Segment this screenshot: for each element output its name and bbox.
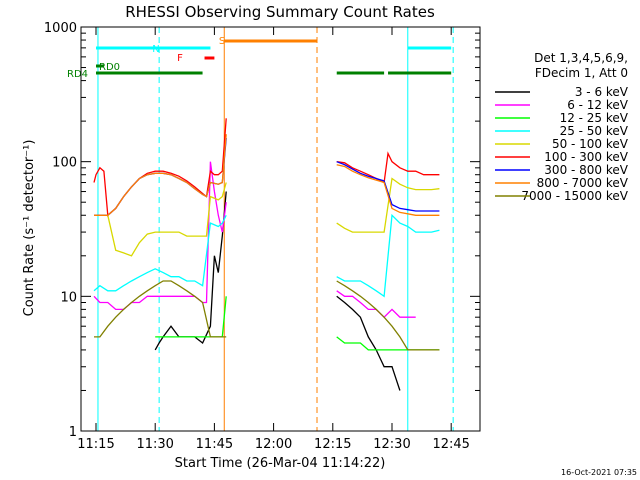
x-tick-label: 12:00 [255, 437, 292, 452]
x-axis-label: Start Time (26-Mar-04 11:14:22) [175, 456, 386, 471]
footer-timestamp: 16-Oct-2021 07:35 [561, 468, 637, 477]
legend-entry: 50 - 100 keV [552, 137, 629, 151]
y-axis-label: Count Rate (s⁻¹ detector⁻¹) [22, 140, 37, 317]
legend-entry: 100 - 300 keV [544, 150, 628, 164]
series-line-2 [155, 296, 440, 351]
flag-label-n: N [152, 44, 159, 55]
legend-entry: 25 - 50 keV [560, 124, 629, 138]
chart-title: RHESSI Observing Summary Count Rates [125, 3, 435, 21]
legend-entry: 7000 - 15000 keV [521, 189, 628, 203]
flag-label-s: S [219, 36, 225, 47]
y-tick-label: 1 [69, 425, 77, 440]
y-tick-label: 10 [60, 290, 77, 305]
flag-label-rd0: RD0 [99, 62, 120, 73]
legend-entry: 3 - 6 keV [575, 85, 629, 99]
x-tick-label: 11:15 [77, 437, 114, 452]
flag-label-f: F [177, 53, 183, 64]
legend-header-line-1: Det 1,3,4,5,6,9, [534, 51, 628, 65]
x-tick-label: 12:15 [314, 437, 351, 452]
plot-frame [80, 26, 481, 432]
x-tick-label: 12:45 [432, 437, 469, 452]
legend-entry: 300 - 800 keV [544, 163, 628, 177]
y-tick-label: 100 [52, 156, 77, 171]
series-line-5 [93, 118, 440, 217]
series-line-6 [94, 137, 440, 216]
x-tick-label: 11:30 [136, 437, 173, 452]
legend-header-line-2: FDecim 1, Att 0 [535, 66, 628, 80]
flag-label-rd4: RD4 [67, 69, 88, 80]
series-line-8 [94, 280, 440, 351]
legend-entry: 6 - 12 keV [567, 98, 629, 112]
series-line-4 [94, 177, 440, 257]
x-tick-label: 11:45 [196, 437, 233, 452]
y-tick-label: 1000 [44, 21, 77, 36]
x-tick-label: 12:30 [373, 437, 410, 452]
series-line-3 [93, 213, 440, 298]
series-line-7 [94, 134, 440, 216]
series-line-0 [154, 191, 401, 391]
legend-entry: 800 - 7000 keV [537, 176, 629, 190]
legend-entry: 12 - 25 keV [560, 111, 629, 125]
